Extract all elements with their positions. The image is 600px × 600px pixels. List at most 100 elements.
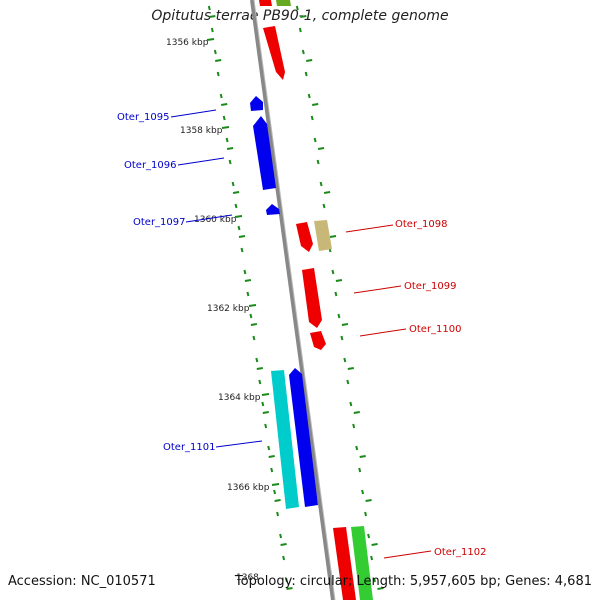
track-guide-dash: [373, 577, 376, 583]
track-guide-dash: [349, 401, 353, 407]
ruler-tick: [261, 393, 270, 396]
gene-label[interactable]: Oter_1102: [434, 547, 487, 558]
leader-oter-1101: [215, 440, 263, 448]
gene-label[interactable]: Oter_1100: [409, 324, 462, 335]
track-guide-dash: [243, 269, 247, 275]
track-guide-dash: [267, 445, 271, 451]
track-guide-dash: [231, 181, 235, 187]
track-minor-tick: [317, 147, 325, 150]
track-minor-tick: [274, 499, 281, 502]
track-guide-dash: [298, 27, 302, 33]
gene-label[interactable]: Oter_1098: [395, 219, 448, 230]
track-minor-tick: [312, 103, 319, 106]
track-minor-tick: [209, 15, 216, 18]
gene-label[interactable]: Oter_1099: [404, 281, 457, 292]
track-guide-dash: [352, 423, 356, 429]
gene-oter-1100[interactable]: [310, 331, 326, 350]
track-minor-tick: [256, 367, 263, 370]
gene-oter-1098[interactable]: [296, 222, 313, 252]
gene-oter-1097[interactable]: [266, 204, 280, 215]
track-guide-dash: [213, 49, 217, 55]
track-guide-dash: [370, 555, 374, 561]
track-guide-dash: [222, 115, 226, 121]
ruler-tick: [206, 38, 215, 41]
track-minor-tick: [250, 323, 258, 326]
track-guide-dash: [358, 467, 362, 473]
track-guide-dash: [270, 467, 274, 473]
track-guide-dash: [310, 115, 314, 121]
track-minor-tick: [221, 103, 228, 106]
track-guide-dash: [301, 49, 305, 55]
track-minor-tick: [365, 499, 372, 502]
gene-oter-1096[interactable]: [253, 116, 276, 190]
track-minor-tick: [347, 367, 354, 370]
gene-oter-1101-cyan[interactable]: [271, 370, 299, 509]
track-guide-dash: [252, 335, 256, 341]
track-guide-dash: [249, 313, 253, 319]
track-guide-dash: [355, 445, 359, 451]
gene-arrow-partial[interactable]: [259, 0, 272, 6]
ruler-major-ticks: [206, 38, 280, 486]
track-guide-dash: [228, 159, 232, 165]
track-minor-tick: [323, 191, 331, 194]
genome-backbone: [250, 0, 335, 600]
track-minor-tick: [306, 59, 313, 62]
gene-oter-1099[interactable]: [302, 268, 322, 328]
gene-oter-1102-green[interactable]: [351, 526, 373, 600]
track-guide-dash: [367, 533, 371, 539]
forward-strand-genes: [263, 26, 373, 600]
track-guide-dash: [316, 159, 320, 165]
map-title: Opitutus terrae PB90-1, complete genome: [151, 8, 449, 24]
track-minor-tick: [335, 279, 343, 282]
track-minor-tick: [215, 59, 222, 62]
track-minor-tick: [280, 543, 287, 546]
ruler-label: 1358 kbp: [180, 126, 223, 136]
track-guides: [207, 5, 384, 590]
track-minor-tick: [226, 147, 234, 150]
track-minor-tick: [238, 235, 246, 238]
track-minor-tick: [300, 15, 307, 18]
gene-arrow-partial[interactable]: [276, 0, 291, 6]
gene-oter-1095[interactable]: [250, 96, 263, 111]
ruler-tick: [234, 215, 243, 218]
track-minor-tick: [244, 279, 252, 282]
track-guide-dash: [295, 5, 299, 11]
gene-oter-1098-khaki[interactable]: [314, 220, 332, 251]
ruler-label: 1362 kbp: [207, 304, 250, 314]
genome-backbone-highlight: [253, 0, 336, 600]
track-minor-tick: [286, 587, 293, 590]
track-guide-dash: [319, 181, 323, 187]
track-guide-dash: [234, 203, 238, 209]
gene-label[interactable]: Oter_1101: [163, 442, 216, 453]
gene-oter-1101[interactable]: [289, 368, 318, 507]
track-minor-tick: [371, 543, 378, 546]
ruler-tick: [221, 126, 230, 129]
track-guide-dash: [219, 93, 223, 99]
gene-label[interactable]: Oter_1096: [124, 160, 177, 171]
leader-oter-1096: [177, 157, 225, 166]
track-guide-dash: [237, 225, 241, 231]
track-guide-dash: [361, 489, 365, 495]
track-guide-dash: [313, 137, 317, 143]
track-guide-dash: [258, 379, 262, 385]
leader-oter-1098: [345, 224, 394, 233]
track-minor-tick: [359, 455, 366, 458]
gene-label[interactable]: Oter_1097: [133, 217, 186, 228]
gene-arrow-top[interactable]: [263, 26, 285, 80]
track-guide-dash: [304, 71, 308, 77]
reverse-strand-genes: [250, 0, 318, 509]
track-guide-dash: [273, 489, 277, 495]
track-guide-dash: [340, 335, 344, 341]
track-guide-dash: [282, 555, 286, 561]
leader-oter-1095: [170, 109, 217, 118]
track-guide-dash: [343, 357, 347, 363]
track-guide-dash: [337, 313, 341, 319]
track-minor-tick: [341, 323, 349, 326]
track-guide-dash: [264, 423, 268, 429]
gene-label[interactable]: Oter_1095: [117, 112, 170, 123]
track-guide-dash: [346, 379, 350, 385]
track-minor-tick: [353, 411, 360, 414]
gene-oter-1102[interactable]: [333, 527, 356, 600]
ruler-label: 1368: [236, 573, 259, 583]
